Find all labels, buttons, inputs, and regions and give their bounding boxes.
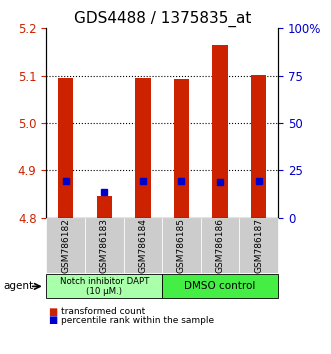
Text: GSM786182: GSM786182 bbox=[61, 218, 70, 273]
Bar bbox=[58, 78, 73, 218]
Bar bbox=[97, 196, 112, 218]
Text: GSM786184: GSM786184 bbox=[138, 218, 147, 273]
Text: ■: ■ bbox=[48, 307, 57, 317]
Text: GSM786186: GSM786186 bbox=[215, 218, 225, 273]
Text: GSM786183: GSM786183 bbox=[100, 218, 109, 273]
Text: GSM786187: GSM786187 bbox=[254, 218, 263, 273]
Bar bbox=[174, 79, 189, 218]
Text: Notch inhibitor DAPT
(10 μM.): Notch inhibitor DAPT (10 μM.) bbox=[60, 277, 149, 296]
Text: DMSO control: DMSO control bbox=[184, 281, 256, 291]
Text: percentile rank within the sample: percentile rank within the sample bbox=[61, 316, 214, 325]
Text: ■: ■ bbox=[48, 315, 57, 325]
Bar bbox=[213, 45, 228, 218]
Bar bbox=[135, 78, 151, 218]
Text: agent: agent bbox=[3, 281, 33, 291]
Text: GSM786185: GSM786185 bbox=[177, 218, 186, 273]
Bar bbox=[251, 75, 266, 218]
Text: transformed count: transformed count bbox=[61, 307, 146, 316]
Title: GDS4488 / 1375835_at: GDS4488 / 1375835_at bbox=[73, 11, 251, 27]
